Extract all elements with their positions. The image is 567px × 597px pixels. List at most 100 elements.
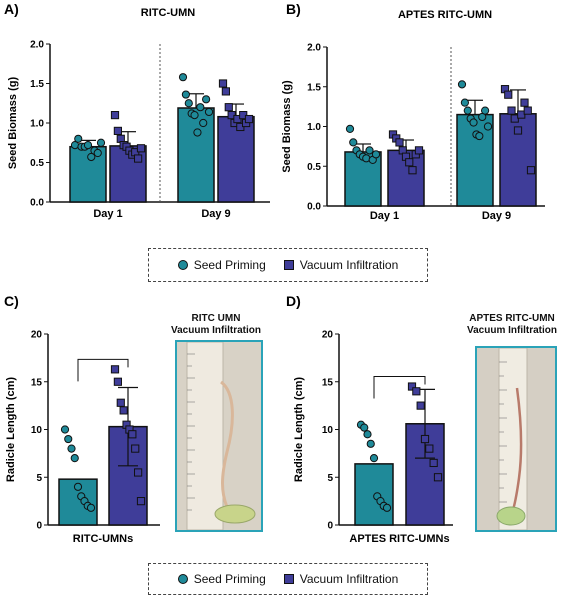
photo-d-title-line2: Vacuum Infiltration — [466, 325, 557, 336]
data-point — [131, 444, 140, 453]
data-point — [469, 118, 478, 127]
legend-label: Vacuum Infiltration — [299, 258, 399, 272]
y-axis-label: Radicle Length (cm) — [5, 377, 17, 482]
data-point — [134, 468, 143, 477]
vacuum-infiltration-marker-icon — [283, 260, 294, 270]
y-tick-label: 5 — [327, 473, 333, 484]
y-tick-label: 10 — [322, 425, 334, 436]
data-point — [414, 146, 424, 155]
data-point — [395, 138, 404, 147]
photo-c-title-line1: RITC UMN — [191, 313, 241, 324]
data-point — [86, 503, 96, 512]
y-tick-label: 0.0 — [307, 202, 321, 213]
y-axis-label: Seed Biomass (g) — [7, 77, 19, 170]
data-point — [412, 387, 421, 396]
data-point — [190, 111, 199, 120]
data-point — [136, 144, 146, 153]
data-point — [113, 126, 122, 136]
data-point — [70, 454, 79, 463]
seedling-photo-image — [177, 342, 261, 530]
panel-label: B) — [286, 1, 301, 17]
data-point — [184, 99, 193, 108]
data-point — [96, 138, 106, 147]
bar — [177, 107, 215, 203]
data-point — [507, 106, 516, 115]
data-point — [193, 128, 202, 137]
data-point — [204, 107, 214, 117]
y-tick-label: 1.0 — [307, 122, 321, 133]
y-tick-label: 5 — [36, 473, 42, 484]
data-point — [405, 158, 414, 167]
data-point — [369, 454, 379, 463]
y-tick-label: 15 — [31, 377, 43, 388]
significance-bracket — [77, 358, 129, 382]
data-point — [64, 434, 73, 444]
significance-bracket — [373, 376, 426, 399]
legend-item-seed-priming: Seed Priming — [177, 572, 266, 586]
data-point — [202, 95, 211, 104]
legend-label: Vacuum Infiltration — [299, 572, 399, 586]
x-category-label: Day 1 — [93, 208, 122, 220]
panel-label: C) — [4, 293, 19, 309]
photo-c-title: RITC UMN Vacuum Infiltration — [160, 313, 272, 337]
data-point — [83, 141, 93, 150]
legend-bottom: Seed Priming Vacuum Infiltration — [148, 563, 428, 595]
y-tick-label: 1.5 — [307, 82, 321, 93]
x-axis-label: RITC-UMNs — [73, 533, 134, 545]
data-point — [371, 150, 381, 159]
legend-top: Seed Priming Vacuum Infiltration — [148, 248, 428, 282]
data-point — [244, 114, 254, 124]
seed-priming-marker-icon — [177, 574, 188, 584]
y-tick-label: 1.5 — [30, 79, 44, 90]
data-point — [416, 401, 425, 410]
vacuum-infiltration-marker-icon — [283, 574, 294, 584]
data-point — [513, 126, 523, 135]
y-tick-label: 1.0 — [30, 119, 44, 130]
legend-label: Seed Priming — [193, 258, 266, 272]
legend-item-vacuum-infiltration: Vacuum Infiltration — [283, 258, 399, 272]
data-point — [134, 154, 143, 163]
data-point — [93, 148, 102, 158]
y-tick-label: 0.5 — [30, 158, 44, 169]
y-tick-label: 2.0 — [307, 43, 321, 54]
chart-title: APTES RITC-UMN — [398, 9, 492, 21]
data-point — [407, 382, 417, 391]
data-point — [116, 398, 125, 407]
panel-label: A) — [4, 1, 19, 17]
y-tick-label: 0.0 — [30, 198, 44, 209]
data-point — [119, 406, 128, 415]
y-tick-label: 20 — [31, 330, 43, 341]
chart-title: RITC-UMN — [141, 7, 195, 19]
x-category-label: Day 9 — [201, 208, 230, 220]
data-point — [128, 430, 137, 439]
data-point — [520, 98, 529, 107]
y-tick-label: 0 — [36, 521, 42, 532]
data-point — [360, 423, 369, 432]
legend-item-seed-priming: Seed Priming — [177, 258, 266, 272]
photo-d-ruler-seedling — [475, 346, 557, 532]
x-category-label: Day 9 — [482, 210, 511, 222]
data-point — [74, 134, 83, 143]
seedling-photo-image — [477, 348, 555, 530]
y-tick-label: 2.0 — [30, 40, 44, 51]
data-point — [224, 103, 233, 112]
data-point — [349, 138, 358, 147]
data-point — [457, 80, 467, 89]
data-point — [463, 106, 472, 115]
seed-priming-marker-icon — [177, 260, 188, 270]
legend-item-vacuum-infiltration: Vacuum Infiltration — [283, 572, 399, 586]
data-point — [199, 118, 208, 128]
legend-label: Seed Priming — [193, 572, 266, 586]
y-axis-label: Seed Biomass (g) — [281, 80, 293, 173]
photo-c-title-line2: Vacuum Infiltration — [170, 325, 261, 336]
x-category-label: Day 1 — [370, 210, 399, 222]
y-tick-label: 15 — [322, 377, 334, 388]
photo-c-ruler-seedling — [175, 340, 263, 532]
data-point — [178, 73, 188, 82]
data-point — [218, 79, 228, 88]
x-axis-label: APTES RITC-UMNs — [349, 533, 449, 545]
data-point — [366, 439, 375, 448]
panel-label: D) — [286, 293, 301, 309]
data-point — [365, 146, 374, 155]
